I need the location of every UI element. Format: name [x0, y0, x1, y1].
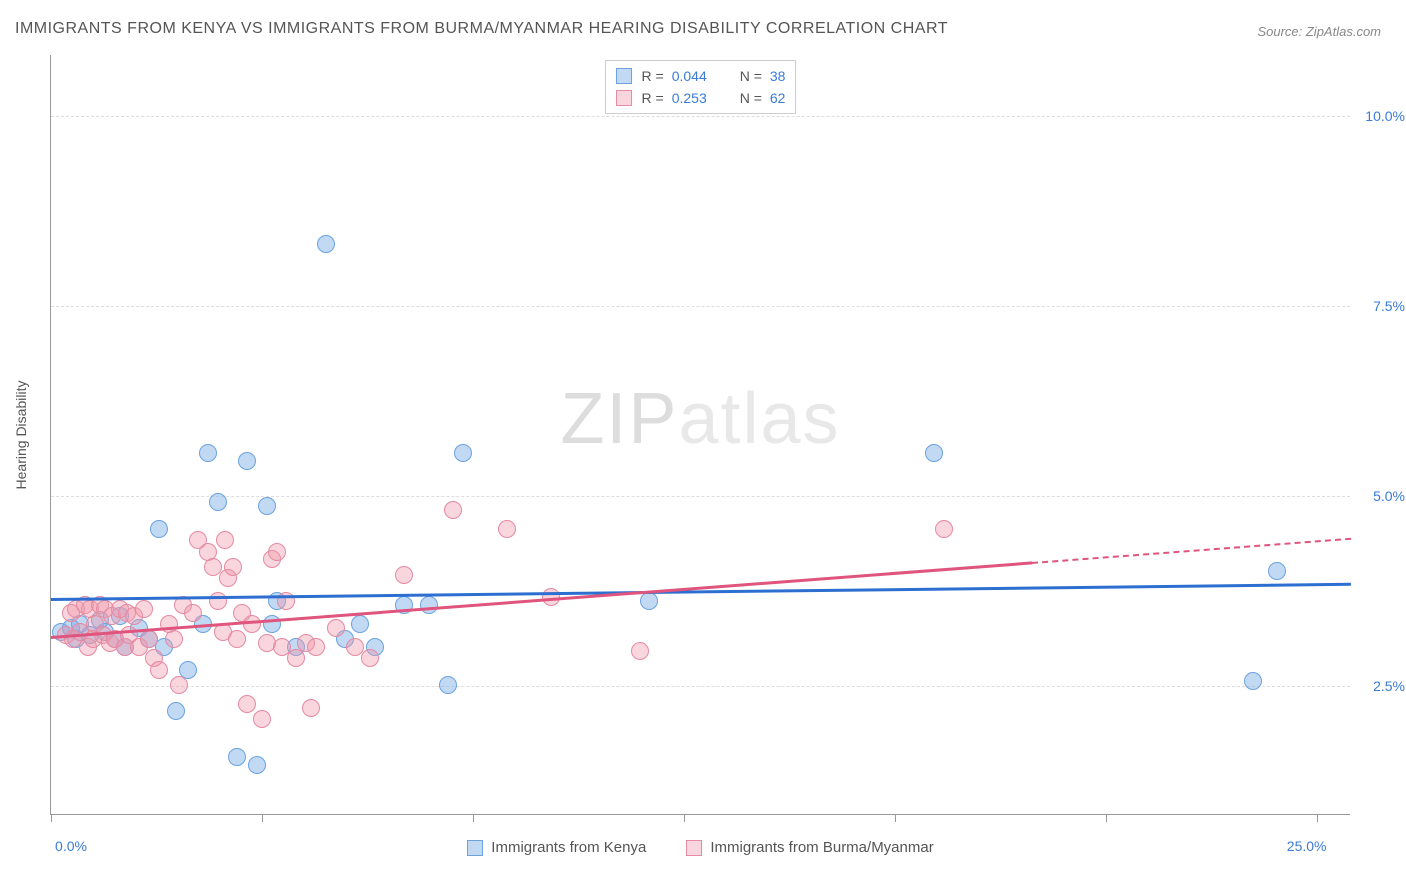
scatter-point — [361, 649, 379, 667]
x-tick — [51, 814, 52, 822]
y-tick-label: 5.0% — [1373, 488, 1405, 504]
bottom-legend-item: Immigrants from Burma/Myanmar — [686, 839, 933, 856]
trend-line — [51, 562, 1032, 640]
gridline — [51, 686, 1350, 687]
scatter-point — [150, 520, 168, 538]
scatter-point — [199, 444, 217, 462]
legend-swatch — [616, 90, 632, 106]
scatter-point — [150, 661, 168, 679]
legend-swatch — [616, 68, 632, 84]
scatter-point — [351, 615, 369, 633]
legend-label: Immigrants from Kenya — [491, 839, 646, 856]
scatter-point — [140, 630, 158, 648]
scatter-point — [444, 501, 462, 519]
y-tick-label: 2.5% — [1373, 678, 1405, 694]
legend-r-label: R = — [642, 90, 664, 106]
scatter-point — [248, 756, 266, 774]
scatter-point — [268, 543, 286, 561]
scatter-point — [420, 596, 438, 614]
scatter-point — [925, 444, 943, 462]
scatter-point — [439, 676, 457, 694]
scatter-point — [1268, 562, 1286, 580]
x-tick-label: 0.0% — [55, 838, 87, 854]
scatter-point — [317, 235, 335, 253]
chart-title: IMMIGRANTS FROM KENYA VS IMMIGRANTS FROM… — [15, 20, 948, 38]
scatter-point — [170, 676, 188, 694]
scatter-point — [216, 531, 234, 549]
y-tick-label: 10.0% — [1365, 108, 1405, 124]
scatter-point — [498, 520, 516, 538]
gridline — [51, 306, 1350, 307]
scatter-point — [395, 566, 413, 584]
watermark-zip: ZIP — [560, 379, 678, 459]
scatter-point — [327, 619, 345, 637]
legend-n-label: N = — [740, 68, 762, 84]
legend-row: R = 0.044 N = 38 — [616, 65, 786, 87]
legend-swatch — [467, 840, 483, 856]
x-tick — [262, 814, 263, 822]
legend-box: R = 0.044 N = 38 R = 0.253 N = 62 — [605, 60, 797, 114]
scatter-point — [253, 710, 271, 728]
scatter-point — [935, 520, 953, 538]
scatter-point — [209, 493, 227, 511]
legend-n-value: 62 — [770, 90, 786, 106]
scatter-point — [307, 638, 325, 656]
plot-area: Hearing Disability ZIPatlas R =0.044N =3… — [50, 55, 1350, 815]
scatter-point — [167, 702, 185, 720]
scatter-point — [640, 592, 658, 610]
scatter-point — [238, 695, 256, 713]
x-tick — [1106, 814, 1107, 822]
scatter-point — [454, 444, 472, 462]
gridline — [51, 116, 1350, 117]
scatter-point — [287, 649, 305, 667]
scatter-point — [135, 600, 153, 618]
scatter-point — [184, 604, 202, 622]
scatter-point — [228, 748, 246, 766]
legend-n-label: N = — [740, 90, 762, 106]
x-tick-label: 25.0% — [1287, 838, 1327, 854]
y-axis-label: Hearing Disability — [13, 380, 29, 489]
x-tick — [1317, 814, 1318, 822]
x-tick — [684, 814, 685, 822]
legend-row: R = 0.253 N = 62 — [616, 87, 786, 109]
scatter-point — [258, 497, 276, 515]
legend-r-value: 0.253 — [672, 90, 722, 106]
bottom-legend-item: Immigrants from Kenya — [467, 839, 646, 856]
legend-r-value: 0.044 — [672, 68, 722, 84]
scatter-point — [228, 630, 246, 648]
x-tick — [895, 814, 896, 822]
bottom-legend: Immigrants from Kenya Immigrants from Bur… — [51, 839, 1350, 856]
source-label: Source: ZipAtlas.com — [1257, 24, 1381, 39]
gridline — [51, 496, 1350, 497]
y-tick-label: 7.5% — [1373, 298, 1405, 314]
scatter-point — [631, 642, 649, 660]
scatter-point — [165, 630, 183, 648]
scatter-point — [1244, 672, 1262, 690]
scatter-point — [302, 699, 320, 717]
scatter-point — [209, 592, 227, 610]
legend-swatch — [686, 840, 702, 856]
scatter-point — [238, 452, 256, 470]
legend-r-label: R = — [642, 68, 664, 84]
watermark-atlas: atlas — [678, 379, 840, 459]
legend-n-value: 38 — [770, 68, 786, 84]
watermark: ZIPatlas — [560, 378, 840, 460]
trend-line-extrapolated — [1032, 538, 1351, 564]
x-tick — [473, 814, 474, 822]
scatter-point — [224, 558, 242, 576]
legend-label: Immigrants from Burma/Myanmar — [710, 839, 933, 856]
